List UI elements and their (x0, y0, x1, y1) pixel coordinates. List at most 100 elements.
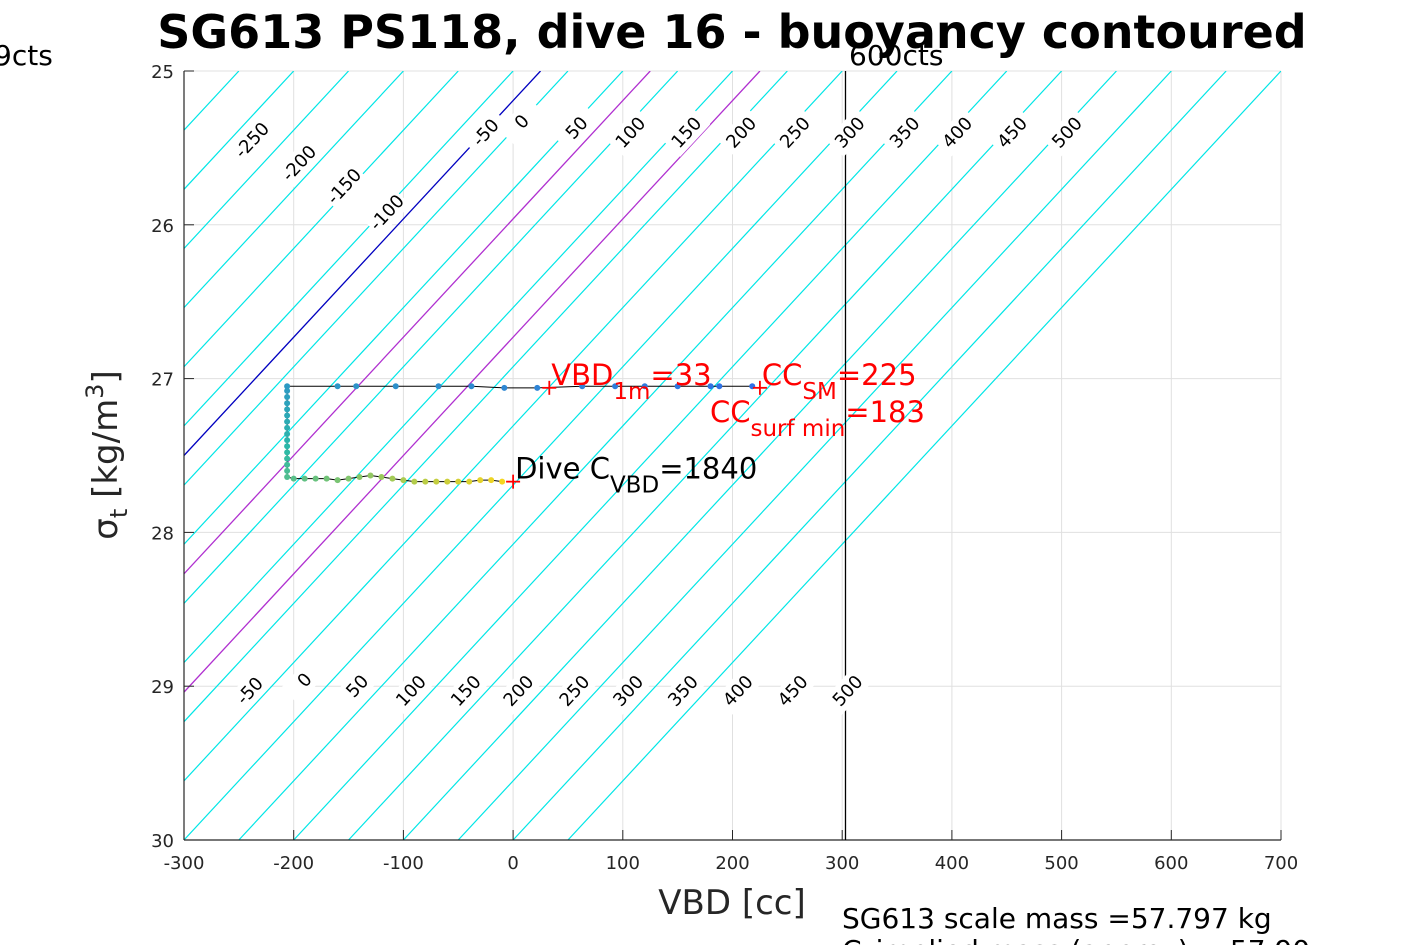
highlight-contour-line (184, 71, 761, 694)
contour-line (402, 71, 1117, 840)
x-axis-label: VBD [cc] (658, 883, 806, 923)
contour-label-bottom-bg (769, 666, 817, 716)
contour-label-bottom-bg (226, 666, 274, 716)
x-tick-label: -100 (383, 853, 424, 874)
contour-label-top-bg (717, 108, 766, 157)
y-tick-label: 26 (151, 216, 174, 237)
contour-label-bottom-bg (604, 666, 653, 716)
data-point (323, 475, 330, 482)
data-point (353, 383, 360, 390)
y-tick-label: 28 (151, 523, 174, 544)
vline-cts-label: 600cts (849, 39, 943, 72)
contour-label-top-bg (228, 115, 276, 165)
marker-label-main: Dive C (515, 452, 610, 486)
contour-label-top-bg (552, 103, 601, 153)
data-point (284, 455, 291, 462)
data-point (411, 478, 418, 485)
data-point (477, 477, 484, 484)
data-point (284, 449, 291, 456)
data-point (284, 383, 291, 390)
contour-line (184, 71, 624, 546)
contour-line (184, 71, 843, 782)
data-point (367, 472, 374, 479)
buoyancy-contours (184, 71, 1281, 840)
contour-label-top-bg (320, 162, 368, 211)
contour-label-top-bg (1043, 108, 1091, 157)
data-point (284, 400, 291, 407)
marker-label-value: =33 (650, 358, 711, 392)
x-tick-label: 300 (825, 853, 859, 874)
marker-label: VBD1m=33 (551, 358, 711, 405)
data-point (284, 387, 291, 394)
data-point (284, 437, 291, 444)
footer-scale-mass: SG613 scale mass =57.797 kg (842, 902, 1272, 935)
contour-label-bottom-bg (442, 666, 490, 716)
contour-label-top-bg (880, 108, 929, 157)
x-tick-label: -200 (273, 853, 314, 874)
x-tick-label: 200 (715, 853, 749, 874)
y-tick-label: 29 (151, 677, 174, 698)
contour-label-top-bg (461, 108, 510, 157)
contour-label-bottom-bg (333, 661, 382, 711)
data-point (422, 478, 429, 485)
data-point (334, 477, 341, 484)
contour-label-top-bg (933, 108, 982, 157)
data-point (499, 478, 506, 485)
data-point (284, 418, 291, 425)
marker-label: CCSM=225 (762, 358, 917, 405)
footer-implied-mass-text: implied mass (approx) = 57.90 (876, 934, 1311, 945)
marker-label-value: =1840 (659, 452, 757, 486)
data-point (312, 475, 319, 482)
data-point (488, 477, 495, 484)
cc-surf-min-label: CCsurf min=183 (710, 395, 925, 442)
contour-line (567, 71, 1281, 840)
y-axis-label-close: ] (86, 370, 126, 383)
data-point (334, 383, 341, 390)
data-point (284, 430, 291, 437)
contour-label-bottom-bg (550, 666, 599, 716)
x-tick-label: 0 (507, 853, 518, 874)
contour-line (457, 71, 1172, 840)
x-tick-label: 400 (935, 853, 969, 874)
data-point (290, 475, 297, 482)
data-point (301, 475, 308, 482)
contour-label-top-bg (498, 97, 546, 147)
data-point (356, 474, 363, 481)
contour-line (293, 71, 1008, 840)
data-series (284, 383, 756, 485)
marker-label: Dive CVBD=1840 (515, 452, 757, 499)
contour-line (184, 71, 569, 486)
marker-label-sub: 1m (613, 379, 650, 405)
data-point (378, 474, 385, 481)
marker-label-main: VBD (551, 358, 613, 392)
marker-label-sub: SM (802, 379, 836, 405)
contour-line (184, 71, 404, 309)
data-point (466, 478, 473, 485)
data-point (674, 383, 681, 390)
x-tick-label: 100 (606, 853, 640, 874)
y-axis-label: σt [kg/m3] (81, 370, 133, 539)
data-point (455, 478, 462, 485)
data-point (284, 474, 291, 481)
data-point (435, 383, 442, 390)
y-tick-label: 30 (151, 831, 174, 852)
data-point (444, 478, 451, 485)
contour-label-top-bg (988, 108, 1036, 157)
cc-surf-min-value: =183 (845, 395, 925, 429)
contour-label-top-bg (662, 108, 711, 157)
contour-label-bottom-bg (387, 666, 435, 716)
data-point (433, 478, 440, 485)
marker-label-sub: VBD (610, 473, 659, 499)
y-axis-label-units: [kg/m (86, 399, 126, 509)
footer-implied-mass: Cimplied mass (approx) = 57.90 (842, 934, 1310, 945)
data-point (284, 443, 291, 450)
contour-label-top-bg (363, 188, 411, 237)
data-point (501, 384, 508, 391)
data-point (345, 475, 352, 482)
contour-line (184, 71, 898, 840)
highlight-contour-line (184, 71, 651, 575)
footer-implied-mass-c: C (842, 934, 862, 945)
data-point (468, 383, 475, 390)
x-tick-label: 500 (1044, 853, 1078, 874)
